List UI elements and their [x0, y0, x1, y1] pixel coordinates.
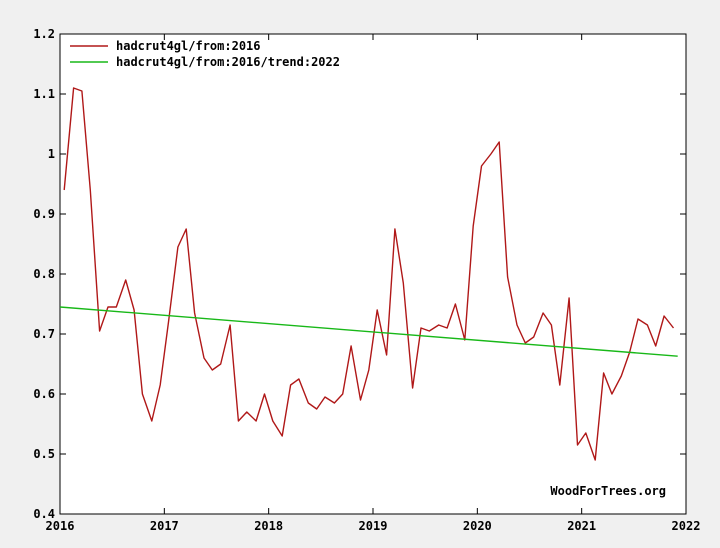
x-tick-label: 2016: [46, 519, 75, 533]
legend-label-2: hadcrut4gl/from:2016/trend:2022: [116, 55, 340, 69]
y-tick-label: 0.6: [33, 387, 55, 401]
x-tick-label: 2022: [672, 519, 701, 533]
legend-label-1: hadcrut4gl/from:2016: [116, 39, 261, 53]
y-tick-label: 1.1: [33, 87, 55, 101]
x-tick-label: 2019: [359, 519, 388, 533]
plot-area: [59, 33, 687, 515]
y-tick-label: 1: [48, 147, 55, 161]
series-line-1: [63, 87, 675, 461]
y-tick-label: 0.8: [33, 267, 55, 281]
legend: hadcrut4gl/from:2016 hadcrut4gl/from:2016…: [70, 39, 340, 69]
series-line-2: [59, 306, 678, 357]
x-tick-label: 2020: [463, 519, 492, 533]
axis-ticks: 0.4 0.5 0.6 0.7 0.8 0.9 1 1.1 1.2 2016 2017 2018 201…: [33, 27, 700, 533]
y-tick-label: 0.7: [33, 327, 55, 341]
watermark-label: WoodForTrees.org: [550, 484, 666, 498]
y-tick-label: 0.4: [33, 507, 55, 521]
y-tick-label: 0.5: [33, 447, 55, 461]
x-tick-label: 2021: [567, 519, 596, 533]
x-tick-label: 2018: [254, 519, 283, 533]
y-tick-label: 1.2: [33, 27, 55, 41]
x-tick-label: 2017: [150, 519, 179, 533]
series-layer: [59, 87, 678, 461]
y-tick-label: 0.9: [33, 207, 55, 221]
